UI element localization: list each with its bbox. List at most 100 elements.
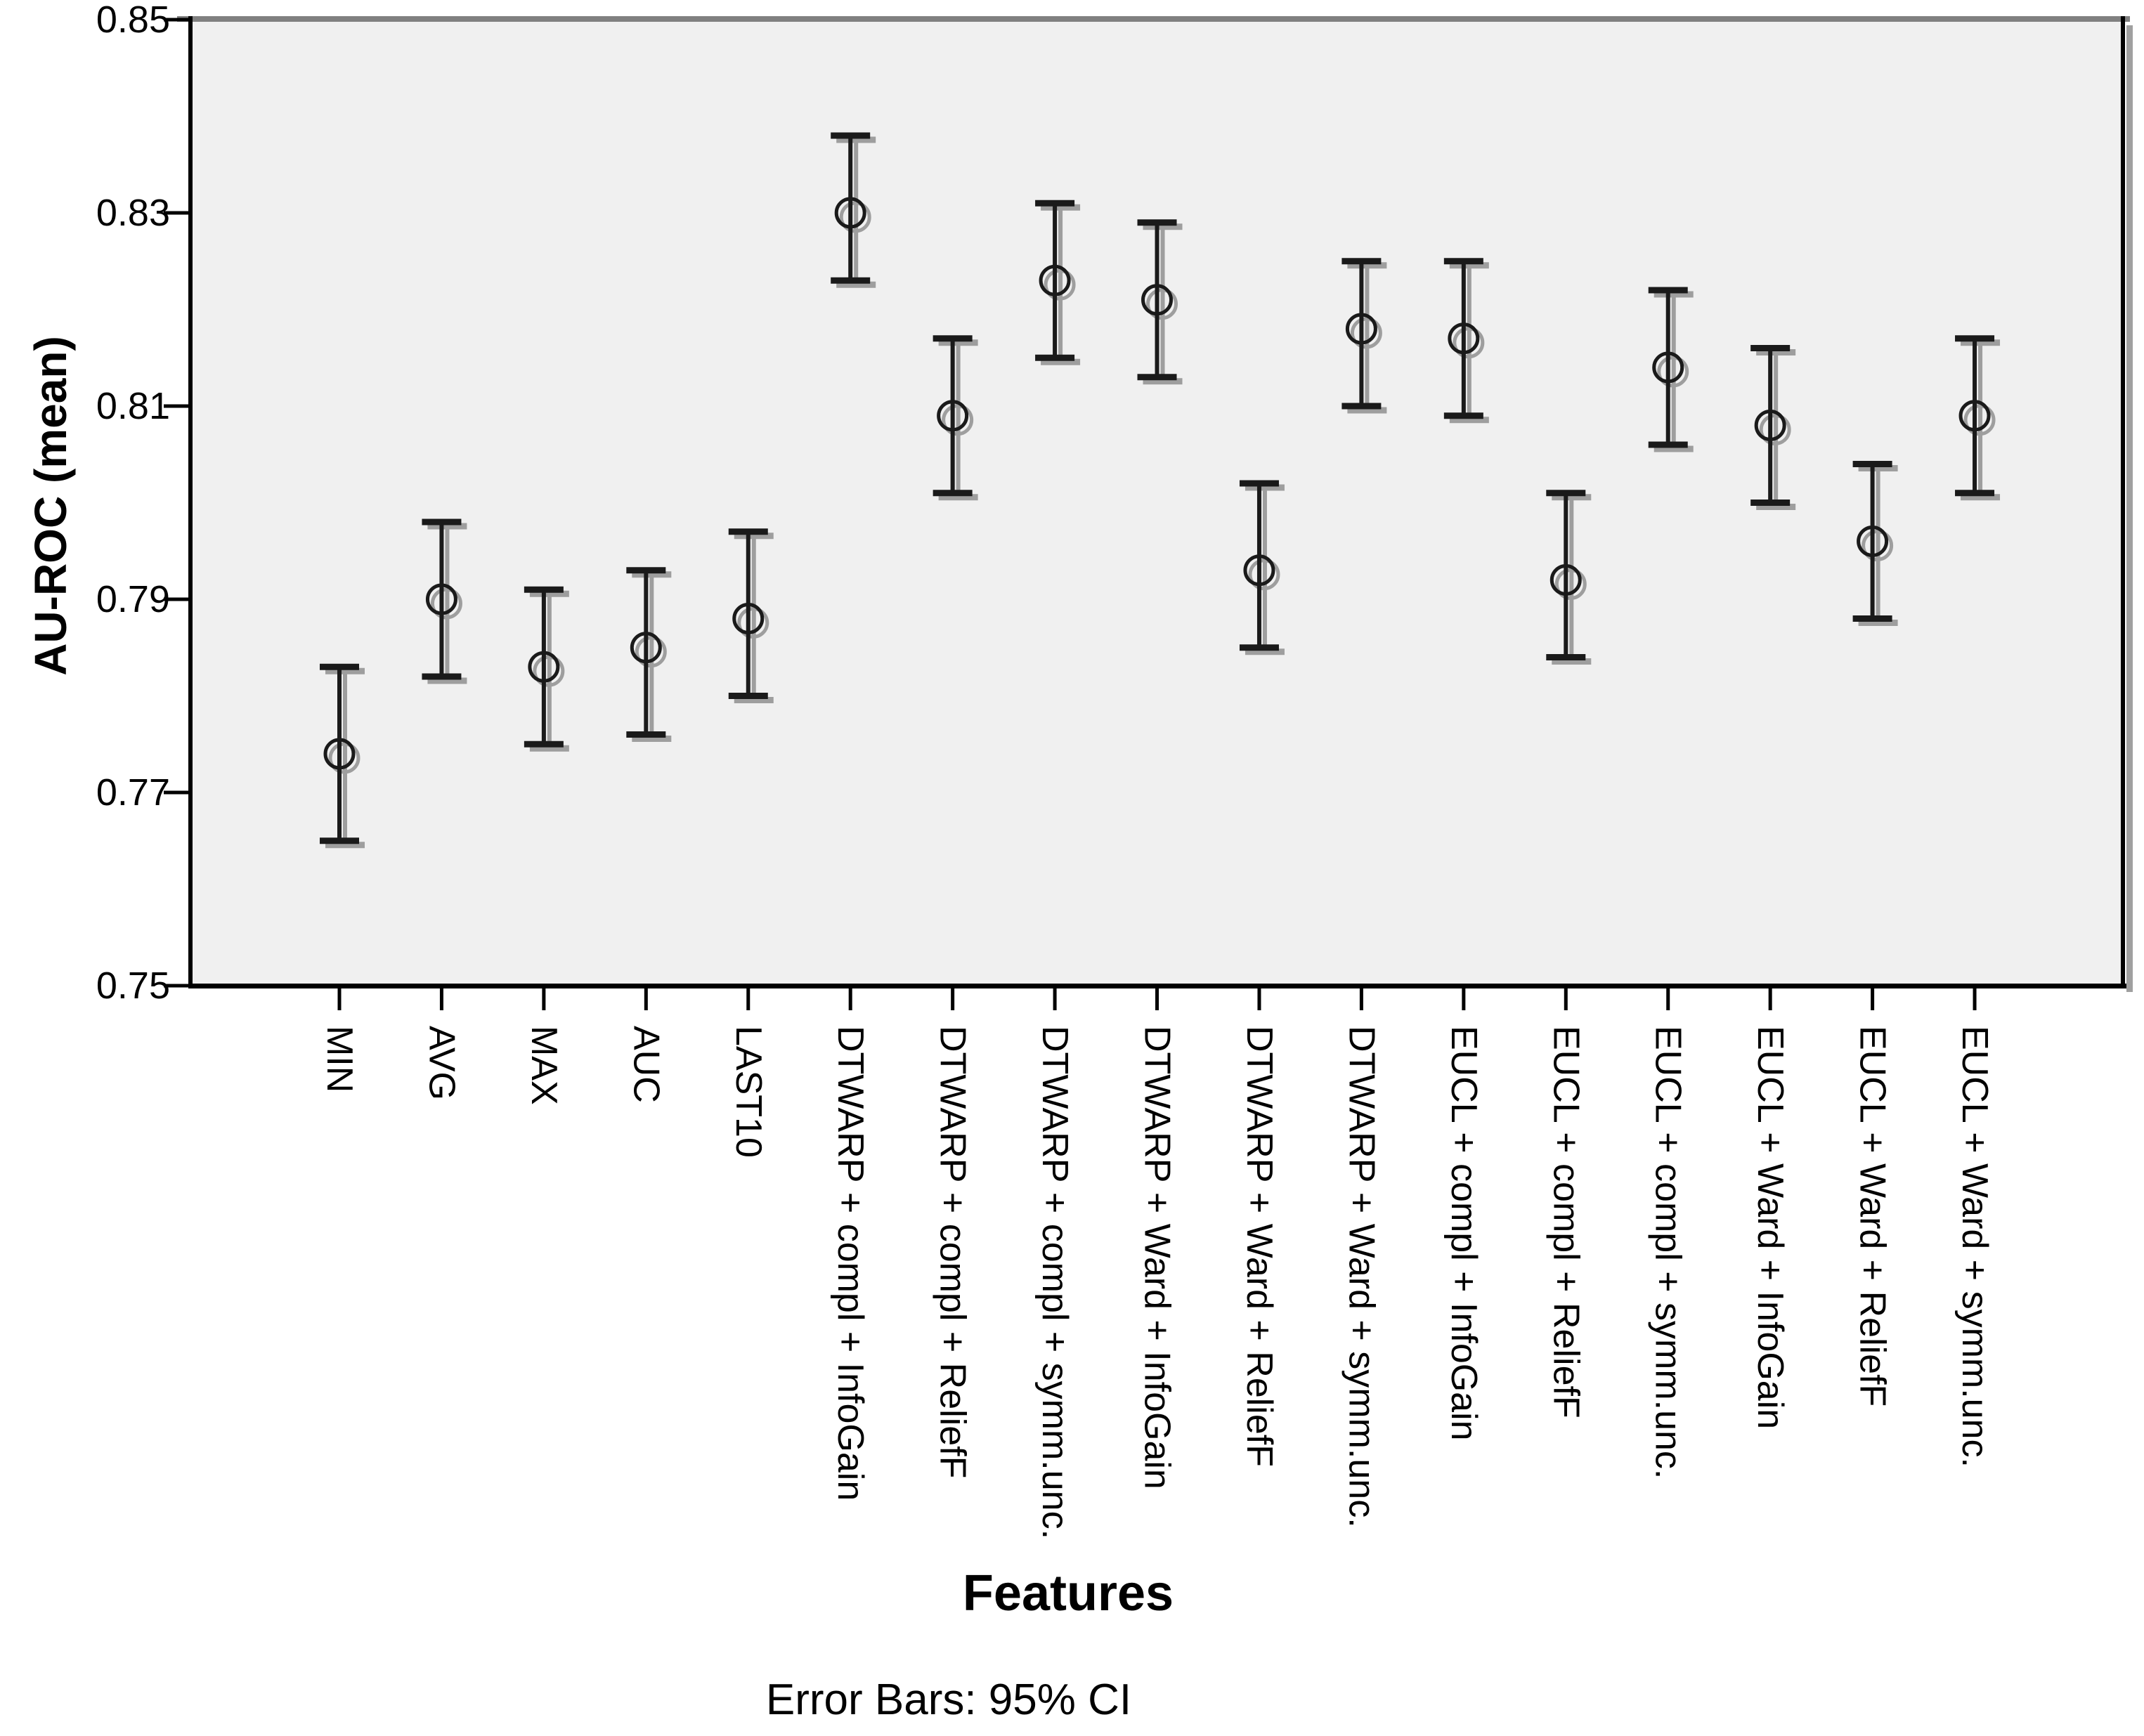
ci-lower-cap xyxy=(1750,500,1791,506)
ci-upper-cap xyxy=(831,132,871,139)
x-tick-label: EUCL + compl + ReliefF xyxy=(1545,1026,1586,1418)
x-tick-label: AUC xyxy=(625,1026,666,1103)
x-tick xyxy=(848,988,852,1010)
x-tick xyxy=(1768,988,1772,1010)
error-bar-shadow xyxy=(1347,262,1387,414)
x-axis-title: Features xyxy=(963,1565,1174,1621)
x-tick-label: AVG xyxy=(421,1026,462,1100)
ci-upper-cap xyxy=(1852,461,1892,467)
x-tick xyxy=(746,988,751,1010)
mean-marker xyxy=(1754,410,1786,441)
ci-line xyxy=(644,570,649,735)
ci-line xyxy=(1155,222,1159,377)
ci-lower-cap xyxy=(626,731,666,738)
ci-lower-cap xyxy=(933,490,973,497)
y-axis-title: AU-ROC (mean) xyxy=(25,336,76,676)
x-tick xyxy=(1053,988,1057,1010)
ci-upper-cap xyxy=(1546,490,1586,497)
ci-line xyxy=(439,522,444,677)
ci-upper-cap xyxy=(1955,335,1995,342)
x-tick xyxy=(542,988,546,1010)
mean-marker xyxy=(732,603,765,634)
mean-marker xyxy=(1448,322,1480,355)
ci-lower-cap xyxy=(1443,412,1483,419)
x-tick xyxy=(951,988,955,1010)
x-tick-label: LAST10 xyxy=(728,1026,769,1158)
error-bar-shadow xyxy=(1449,262,1489,424)
x-axis-line xyxy=(188,984,2126,988)
ci-line xyxy=(1564,492,1568,658)
error-bar xyxy=(1035,200,1081,365)
error-bar-shadow xyxy=(1041,204,1081,365)
error-bar xyxy=(626,567,672,742)
mean-marker xyxy=(1243,554,1275,587)
error-bar-shadow xyxy=(1143,223,1183,385)
ci-upper-cap xyxy=(1648,287,1688,294)
x-tick xyxy=(644,988,648,1010)
x-tick-label: DTWARP + Ward + symm.unc. xyxy=(1341,1026,1382,1528)
y-tick xyxy=(164,984,190,988)
x-tick xyxy=(1973,988,1977,1010)
error-bar xyxy=(1852,461,1898,626)
mean-marker xyxy=(1958,400,1991,432)
error-bar-shadow xyxy=(1654,291,1694,452)
ci-lower-cap xyxy=(422,673,462,680)
ci-upper-cap xyxy=(1750,345,1791,351)
error-bar xyxy=(1546,490,1592,665)
mean-marker xyxy=(1652,351,1684,384)
x-tick-label: DTWARP + compl + ReliefF xyxy=(933,1026,973,1478)
y-tick-label: 0.85 xyxy=(96,0,170,41)
x-tick xyxy=(1564,988,1568,1010)
mean-marker xyxy=(1141,284,1174,316)
ci-line xyxy=(1359,261,1364,406)
x-tick-label: MAX xyxy=(524,1026,564,1105)
ci-upper-cap xyxy=(422,518,462,526)
error-bar-shadow xyxy=(529,590,569,752)
y-tick xyxy=(164,18,190,22)
ci-line xyxy=(1461,261,1466,416)
mean-marker xyxy=(1345,313,1377,345)
y-tick xyxy=(164,404,190,408)
ci-lower-cap xyxy=(1341,403,1382,410)
ci-upper-cap xyxy=(320,663,359,670)
mean-marker xyxy=(1549,564,1582,596)
x-tick-label: EUCL + Ward + ReliefF xyxy=(1852,1026,1893,1407)
error-bar xyxy=(1239,480,1285,655)
ci-lower-cap xyxy=(831,277,871,284)
error-bar xyxy=(524,586,569,752)
error-bar xyxy=(1341,258,1387,414)
ci-line xyxy=(1256,483,1261,648)
y-tick xyxy=(164,211,190,215)
y-tick-label: 0.79 xyxy=(96,578,170,620)
y-tick xyxy=(164,597,190,601)
mean-marker xyxy=(834,197,866,229)
y-tick-label: 0.75 xyxy=(96,965,170,1007)
plot-frame-top xyxy=(177,16,2130,22)
x-tick-label: MIN xyxy=(319,1026,360,1092)
ci-upper-cap xyxy=(1443,258,1483,265)
x-tick-label: DTWARP + Ward + ReliefF xyxy=(1239,1026,1280,1467)
ci-upper-cap xyxy=(626,567,666,574)
x-tick-label: DTWARP + compl + symm.unc. xyxy=(1034,1026,1075,1539)
error-bar xyxy=(1137,219,1183,385)
error-bar xyxy=(728,528,774,703)
x-tick-label: EUCL + Ward + InfoGain xyxy=(1750,1026,1791,1429)
error-bar xyxy=(422,518,467,684)
x-tick xyxy=(1155,988,1159,1010)
error-bar-shadow xyxy=(1858,465,1898,626)
ci-lower-cap xyxy=(1648,441,1688,448)
ci-lower-cap xyxy=(1546,654,1586,660)
mean-marker xyxy=(1857,526,1889,557)
mean-marker xyxy=(425,583,457,615)
x-tick-label: DTWARP + Ward + InfoGain xyxy=(1137,1026,1178,1489)
mean-marker xyxy=(323,738,356,770)
x-tick xyxy=(1359,988,1363,1010)
x-tick xyxy=(439,988,443,1010)
x-tick-label: EUCL + compl + symm.unc. xyxy=(1648,1026,1689,1479)
plot-frame-right-shadow xyxy=(2126,25,2133,992)
ci-line xyxy=(1665,290,1670,445)
error-bar xyxy=(1955,335,2001,501)
y-tick-label: 0.77 xyxy=(96,771,170,814)
y-tick-label: 0.83 xyxy=(96,192,170,234)
